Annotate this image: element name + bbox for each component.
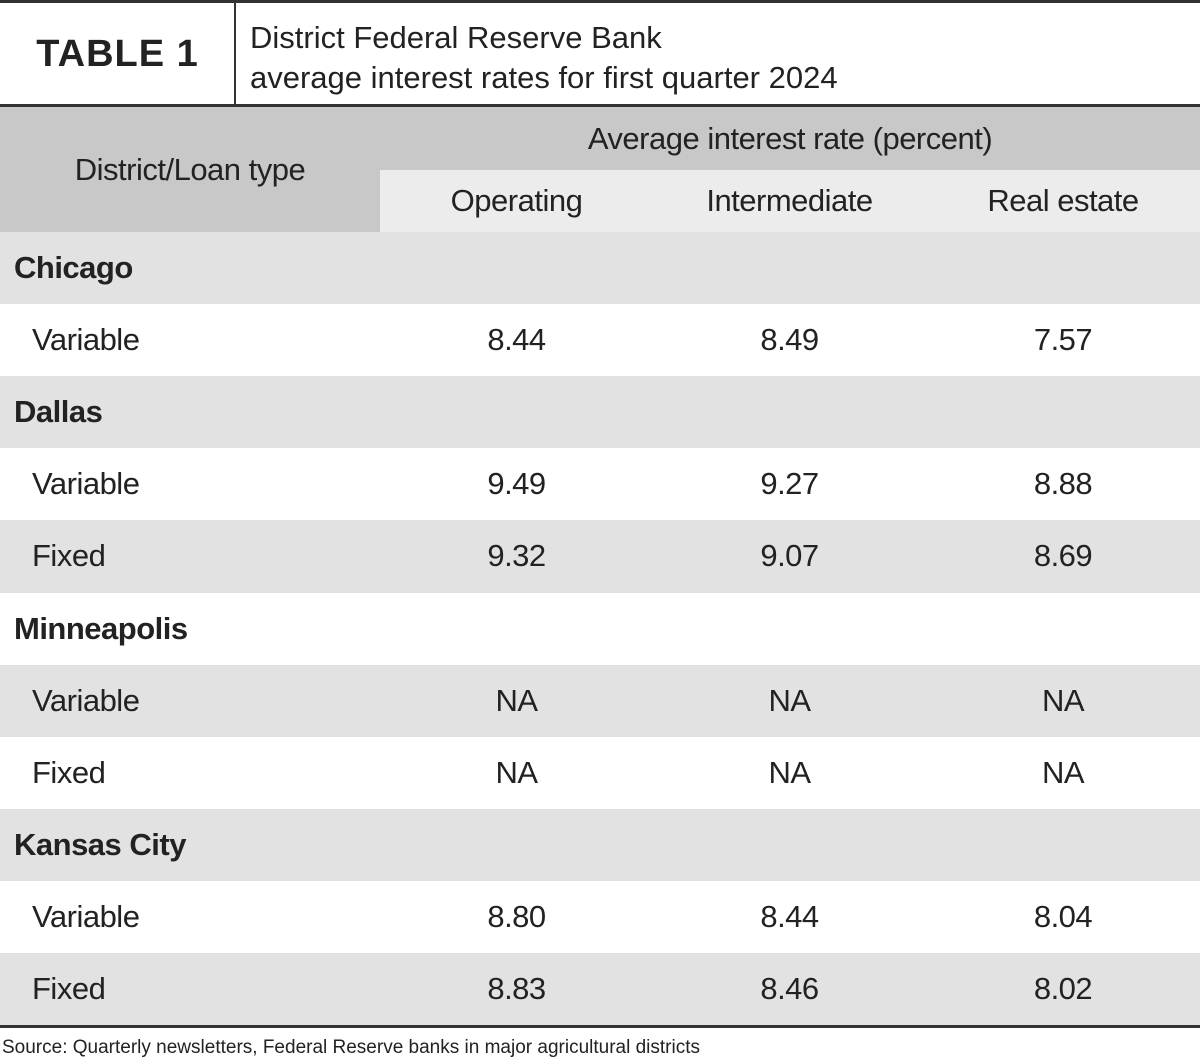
rate-cell: 8.83 [487,971,546,1007]
rate-cell: NA [495,682,538,718]
rate-cell: NA [495,754,538,790]
row-bg [0,520,1200,593]
loan-type: Fixed [32,971,106,1007]
top-rule [0,0,1200,3]
row-bg [0,808,1200,882]
bottom-rule [0,1025,1200,1028]
rate-cell: 9.07 [760,538,819,574]
rate-cell: 9.27 [760,466,819,502]
corner-header: District/Loan type [74,151,306,187]
row-bg [0,736,1200,810]
rate-cell: 8.88 [1033,466,1093,502]
column-header: Intermediate [706,183,873,218]
table-label: TABLE 1 [36,33,199,75]
title-line: District Federal Reserve Bank [250,20,662,55]
rate-cell: 8.44 [760,898,819,934]
district-name: Minneapolis [14,610,188,646]
column-header: Operating [450,183,583,218]
rate-cell: 8.04 [1033,898,1093,934]
loan-type: Variable [32,898,140,934]
loan-type: Variable [32,322,140,358]
rate-cell: 8.69 [1033,538,1093,574]
source-note: Source: Quarterly newsletters, Federal R… [2,1037,700,1058]
row-bg [0,953,1200,1026]
group-header: Average interest rate (percent) [587,120,993,156]
header-rule [0,104,1200,107]
district-name: Dallas [14,394,103,430]
row-bg [0,664,1200,738]
rate-cell: 8.02 [1033,971,1093,1007]
rate-cell: 8.49 [760,322,819,358]
rate-cell: 7.57 [1033,322,1093,358]
rate-cell: 9.32 [487,538,546,574]
loan-type: Variable [32,682,140,718]
rate-cell: NA [768,682,811,718]
column-header: Real estate [987,183,1139,218]
rate-cell: NA [768,754,811,790]
rate-cell: 8.44 [487,322,546,358]
rate-cell: 8.80 [487,898,546,934]
row-bg [0,376,1200,449]
row-bg [0,304,1200,377]
loan-type: Variable [32,466,140,502]
row-bg [0,880,1200,954]
rate-cell: NA [1041,682,1085,718]
loan-type: Fixed [32,538,106,574]
row-bg [0,592,1200,666]
district-name: Kansas City [14,826,186,862]
title-line: average interest rates for first quarter… [250,60,838,95]
rate-cell: NA [1041,754,1085,790]
header-divider [234,3,236,106]
row-bg [0,448,1200,521]
rate-cell: 9.49 [487,466,546,502]
loan-type: Fixed [32,754,106,790]
district-name: Chicago [14,250,133,286]
table-title: District Federal Reserve Bank average in… [250,18,838,98]
subheader-bg [380,170,1200,232]
row-bg [0,232,1200,305]
rate-cell: 8.46 [760,971,819,1007]
